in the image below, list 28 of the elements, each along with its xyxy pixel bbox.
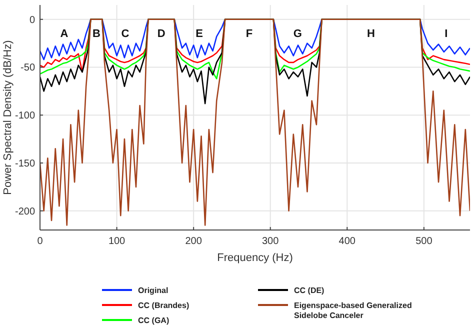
annotation: H	[366, 28, 375, 40]
x-tick-label: 300	[262, 236, 280, 247]
x-tick-label: 200	[185, 236, 202, 247]
annotation: A	[60, 28, 68, 40]
annotation: B	[92, 28, 100, 40]
annotation: D	[157, 28, 166, 40]
x-axis-title: Frequency (Hz)	[217, 252, 293, 264]
legend-label: CC (DE)	[294, 286, 325, 295]
y-tick-label: -150	[14, 158, 36, 170]
annotation: C	[121, 28, 130, 40]
y-tick-label: -100	[14, 110, 36, 122]
y-tick-label: -50	[20, 62, 36, 74]
x-tick-label: 500	[416, 236, 433, 247]
annotation: G	[293, 28, 302, 40]
y-tick-label: -200	[14, 206, 36, 218]
annotation: E	[196, 28, 203, 40]
legend-label: CC (GA)	[138, 316, 170, 325]
y-axis-title: Power Spectral Density (dB/Hz)	[2, 40, 14, 195]
legend-label: Original	[138, 286, 168, 295]
x-tick-label: 400	[338, 236, 356, 247]
line-series	[40, 18, 470, 226]
legend-label: CC (Brandes)	[138, 301, 190, 310]
x-tick-label: 100	[108, 236, 126, 247]
legend-label: Eigenspace-based Generalized Sidelobe Canceler	[294, 301, 412, 320]
annotation: I	[444, 28, 448, 40]
y-tick-label: 0	[29, 14, 36, 26]
x-tick-label: 0	[37, 236, 44, 247]
annotation: F	[246, 28, 253, 40]
